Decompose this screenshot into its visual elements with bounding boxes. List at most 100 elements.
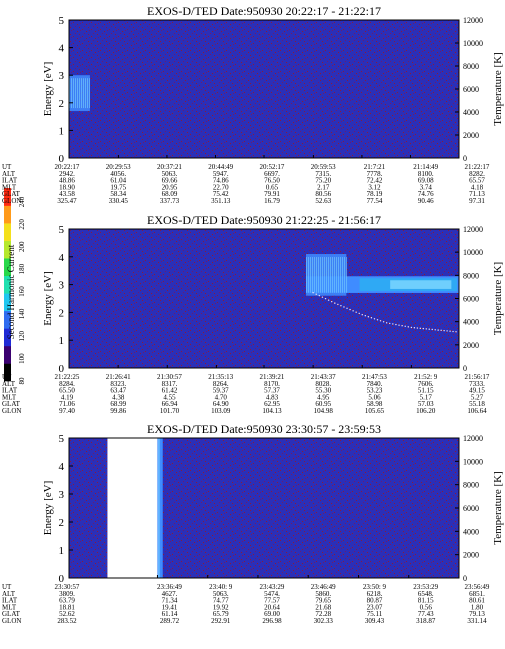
y-tick-label: 4 [59,461,65,473]
table-cell: 5063. [213,590,229,598]
table-cell: 57.03 [418,400,434,408]
table-cell: 0.56 [420,603,433,611]
colorbar-swatch [4,240,11,259]
table-cell: 8100. [418,170,434,178]
heatmap-enhancement-stripe [334,257,336,293]
colorbar-tick-label: 100 [18,353,26,364]
y-tick-label: 1 [59,335,65,347]
heatmap-enhancement-stripe [336,257,338,293]
table-cell: 8317. [162,380,178,388]
table-cell: 61.42 [162,387,178,395]
temperature-trace-point [443,329,445,332]
table-cell: 58.98 [367,400,383,408]
table-cell: 23:56:49 [465,583,490,591]
table-cell: 4.38 [112,393,125,401]
table-cell: 68.99 [110,400,126,408]
table-cell: 4.19 [61,393,74,401]
table-cell: 63.47 [110,387,126,395]
table-cell: 21:7:21 [364,163,386,171]
table-cell: 7840. [367,380,383,388]
heatmap-enhancement-stripe [332,257,334,293]
table-cell: 7778. [367,170,383,178]
table-cell: 6548. [418,590,434,598]
temperature-trace-point [413,327,416,329]
y2-tick-label: 6000 [463,504,479,513]
heatmap-enhancement-stripe [308,257,310,293]
colorbar-tick-label: 220 [18,219,26,230]
table-cell: 318.87 [416,617,436,625]
temperature-trace-point [327,299,330,301]
table-cell: 20:52:17 [260,163,285,171]
table-cell: 5947. [213,170,229,178]
table-cell: 21:43:37 [311,373,336,381]
table-cell: 351.13 [211,197,231,205]
temperature-trace-point [431,328,433,331]
y2-tick-label: 4000 [463,527,479,536]
colorbar-swatch [4,328,11,347]
table-cell: 76.50 [264,177,280,185]
table-cell: 3.74 [420,183,433,191]
table-cell: 4056. [110,170,126,178]
heatmap-enhancement-stripe [312,257,314,293]
y2-tick-label: 8000 [463,271,479,280]
colorbar-swatch [4,293,11,312]
temperature-trace-point [398,324,400,326]
temperature-trace-point [349,308,351,311]
data-edge [157,438,163,578]
y2-tick-label: 6000 [463,85,479,94]
colorbar-swatch [4,223,11,241]
y-tick-label: 3 [59,280,65,292]
temperature-trace-point [318,294,321,297]
table-cell: 51.15 [418,387,434,395]
table-cell: 74.77 [213,597,229,605]
table-cell: 4627. [162,590,178,598]
temperature-trace-point [346,307,348,309]
y2-axis-label: Temperature [K] [492,262,504,335]
temperature-trace-point [404,325,406,327]
table-cell: 74.76 [418,190,434,198]
heatmap-enhancement-stripe [71,78,72,109]
table-cell: 302.33 [314,617,334,625]
table-cell: 5063. [162,170,178,178]
table-cell: 20:59:53 [311,163,336,171]
temperature-trace-point [343,306,345,308]
y2-tick-label: 12000 [463,225,483,234]
y2-tick-label: 10000 [463,248,483,257]
table-cell: 5474. [264,590,280,598]
table-cell: 55.18 [469,400,485,408]
heatmap-enhancement-stripe [322,257,324,293]
y-tick-label: 4 [59,43,65,55]
temperature-trace-point [352,310,354,312]
y-tick-label: 1 [59,545,65,557]
temperature-trace-point [449,330,451,332]
table-cell: 23:43:29 [260,583,285,591]
y2-tick-label: 12000 [463,434,483,443]
table-cell: 90.46 [418,197,434,205]
table-cell: 18.81 [59,603,75,611]
table-row-label: GLAT [2,610,21,618]
table-row-label: ILAT [2,387,18,395]
y-tick-label: 0 [59,363,65,375]
table-cell: 19.75 [110,183,126,191]
table-cell: 65.79 [213,610,229,618]
table-cell: 21.68 [315,603,331,611]
table-row-label: GLAT [2,190,21,198]
table-cell: 72.42 [367,177,383,185]
table-cell: 21:26:41 [106,373,131,381]
table-cell: 21:22:17 [465,163,490,171]
table-cell: 75.20 [315,177,331,185]
table-cell: 23:36:49 [157,583,182,591]
table-cell: 77.54 [367,197,383,205]
table-cell: 21:30:57 [157,373,182,381]
table-cell: 8284. [59,380,75,388]
heatmap-enhancement-stripe [320,257,322,293]
heatmap-enhancement-stripe [324,257,326,293]
table-cell: 48.86 [59,177,75,185]
table-cell: 78.19 [367,190,383,198]
temperature-trace-point [425,328,427,330]
temperature-trace-point [364,315,367,317]
table-cell: 58.34 [110,190,126,198]
table-row-label: MLT [2,183,17,191]
table-cell: 65.57 [469,177,485,185]
table-cell: 19.41 [162,603,178,611]
